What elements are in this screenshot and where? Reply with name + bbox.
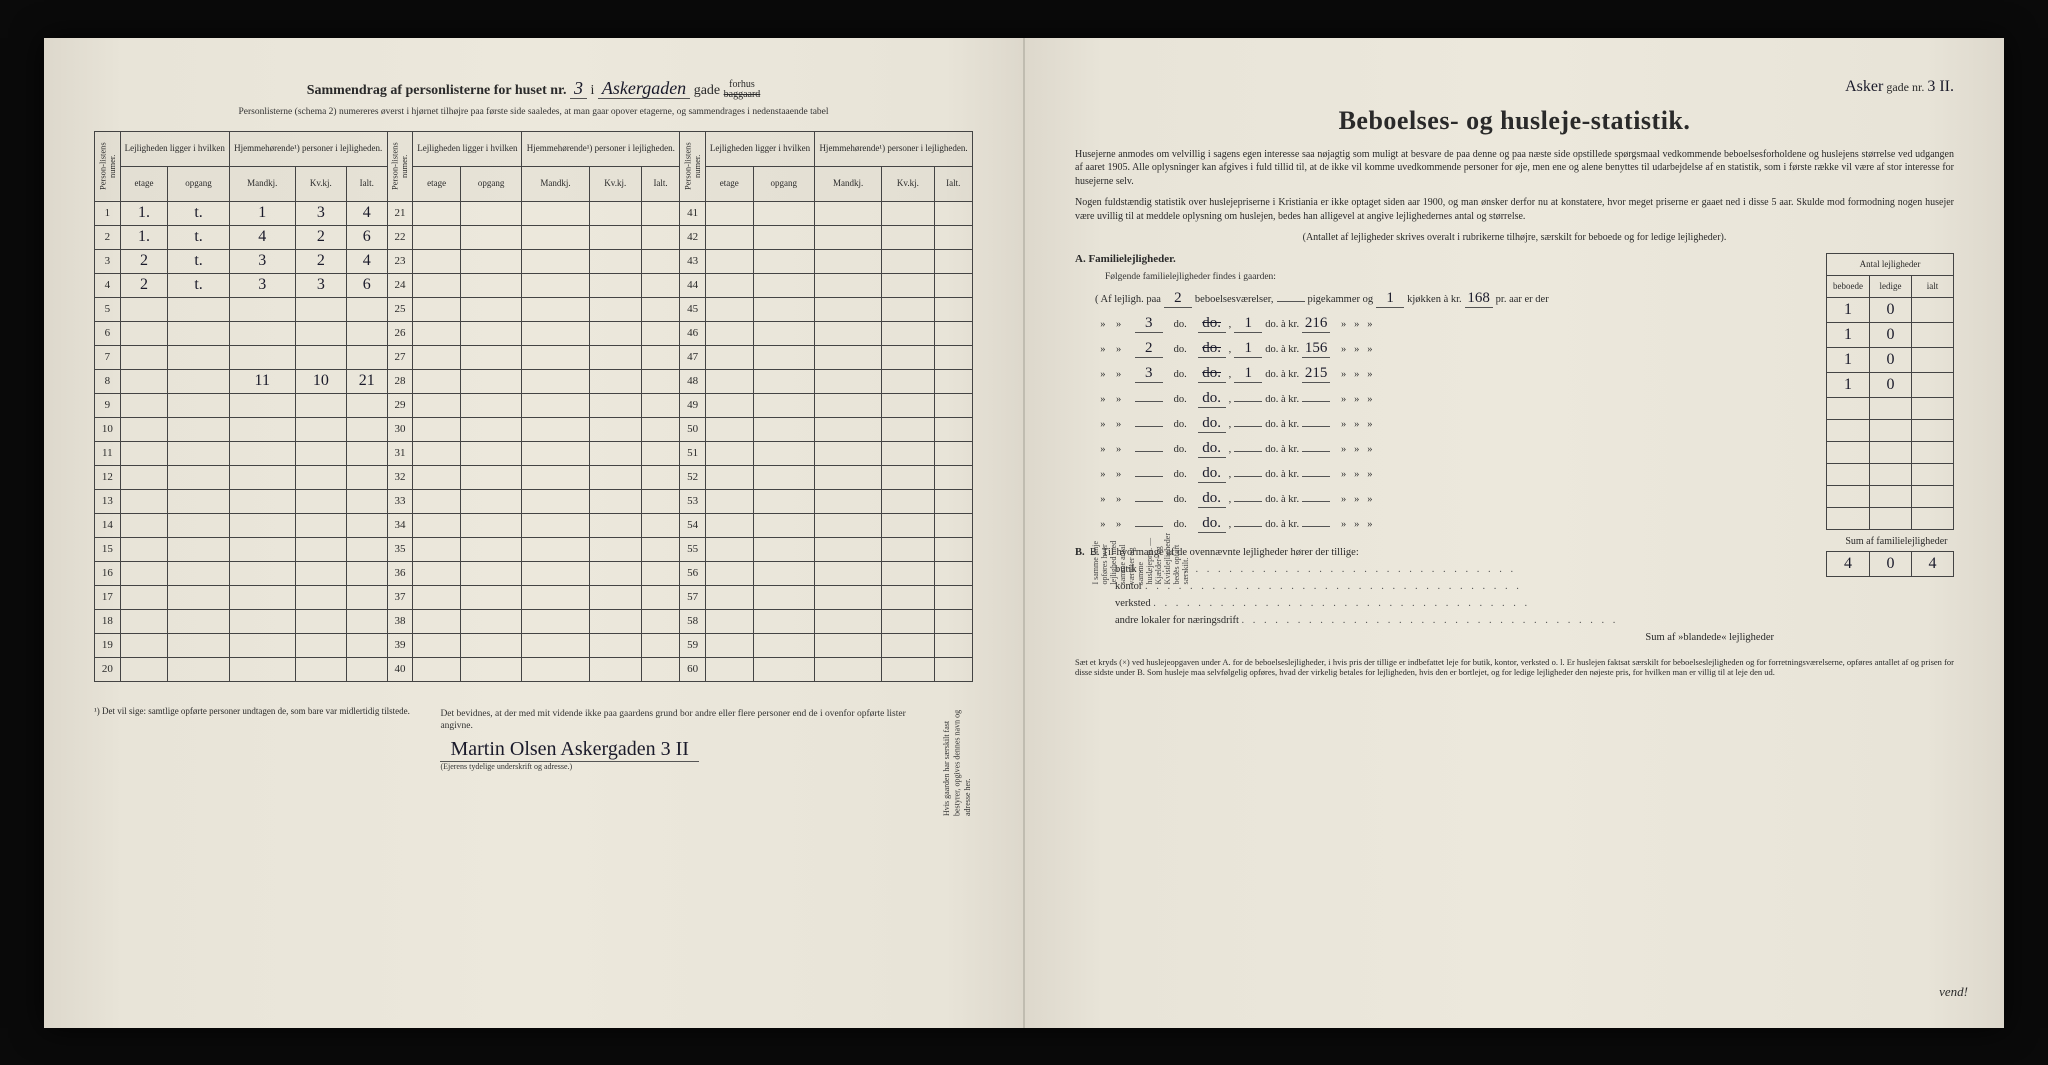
table-row: 32t.3242343: [95, 249, 973, 273]
antal-row: 10: [1827, 322, 1954, 347]
instruction-p2: Nogen fuldstændig statistik over husleje…: [1075, 196, 1954, 223]
attestation-text: Det bevidnes, at der med mit vidende ikk…: [440, 708, 911, 733]
top-no: 3 II.: [1927, 78, 1954, 95]
table-row: 72747: [95, 345, 973, 369]
top-street: Asker: [1845, 78, 1883, 95]
table-row: 193959: [95, 633, 973, 657]
ledger-table: Person-listens numer.Lejligheden ligger …: [94, 131, 973, 682]
right-page: Asker gade nr. 3 II. Beboelses- og husle…: [1024, 38, 2004, 1028]
antal-row: 10: [1827, 372, 1954, 397]
table-row: 92949: [95, 393, 973, 417]
table-row: 11.t.1342141: [95, 201, 973, 225]
table-row: 42t.3362444: [95, 273, 973, 297]
antal-row: [1827, 463, 1954, 485]
left-subheading: Personlisterne (schema 2) numereres øver…: [94, 106, 973, 118]
bestyrer-note: Hvis gaarden har særskilt fast bestyrer,…: [942, 696, 973, 816]
left-title: Sammendrag af personlisterne for huset n…: [94, 78, 973, 101]
signature-area: Det bevidnes, at der med mit vidende ikk…: [440, 708, 911, 773]
table-row: 153555: [95, 537, 973, 561]
signature: Martin Olsen Askergaden 3 II: [440, 738, 698, 762]
instruction-p3: (Antallet af lejligheder skrives overalt…: [1075, 231, 1954, 245]
family-row: ( Af lejligh. paa 2 beboelsesværelser, p…: [1095, 287, 1818, 312]
in-word: i: [590, 83, 594, 98]
table-row: 133353: [95, 489, 973, 513]
family-row: » » 2 do. do. , 1 do. à kr. 156 » » »: [1095, 337, 1818, 362]
table-row: 163656: [95, 561, 973, 585]
gade-word: gade: [694, 83, 720, 98]
table-row: 21.t.4262242: [95, 225, 973, 249]
family-row: » » do. do. , do. à kr. » » »: [1095, 437, 1818, 462]
sig-caption: (Ejerens tydelige underskrift og adresse…: [440, 762, 911, 772]
vend-label: vend!: [1939, 984, 1968, 1000]
table-row: 113151: [95, 441, 973, 465]
footnote: ¹) Det vil sige: samtlige opførte person…: [94, 706, 410, 716]
antal-row: [1827, 441, 1954, 463]
antal-row: 10: [1827, 297, 1954, 322]
top-gade: gade nr.: [1886, 80, 1924, 94]
section-b-line: andre lokaler for næringsdrift . . . . .…: [1115, 615, 1954, 626]
family-row: » » do. do. , do. à kr. » » »: [1095, 512, 1818, 537]
family-row: » » do. do. , do. à kr. » » »: [1095, 487, 1818, 512]
top-right-address: Asker gade nr. 3 II.: [1075, 78, 1954, 96]
family-row: » » 3 do. do. , 1 do. à kr. 215 » » »: [1095, 362, 1818, 387]
sum-b-label: Sum af »blandede« lejligheder: [1075, 632, 1954, 643]
family-row: » » do. do. , do. à kr. » » »: [1095, 462, 1818, 487]
antal-row: [1827, 397, 1954, 419]
table-row: 81110212848: [95, 369, 973, 393]
document-spread: Sammendrag af personlisterne for huset n…: [44, 38, 2004, 1028]
section-b-label: B. B. Til hvormange af de ovennævnte lej…: [1075, 547, 1954, 558]
left-page: Sammendrag af personlisterne for huset n…: [44, 38, 1024, 1028]
bottom-fine-print: Sæt et kryds (×) ved huslejeopgaven unde…: [1075, 657, 1954, 678]
forhus-baggaard: forhus baggaard: [724, 80, 761, 100]
instruction-p1: Husejerne anmodes om velvillig i sagens …: [1075, 148, 1954, 189]
title-prefix: Sammendrag af personlisterne for huset n…: [307, 83, 567, 98]
table-row: 62646: [95, 321, 973, 345]
family-row: » » do. do. , do. à kr. » » »: [1095, 412, 1818, 437]
antal-row: [1827, 485, 1954, 507]
family-row: » » do. do. , do. à kr. » » »: [1095, 387, 1818, 412]
section-b: B. B. Til hvormange af de ovennævnte lej…: [1075, 547, 1954, 643]
table-row: 173757: [95, 585, 973, 609]
table-row: 103050: [95, 417, 973, 441]
antal-row: [1827, 419, 1954, 441]
table-row: 123252: [95, 465, 973, 489]
family-row: » » 3 do. do. , 1 do. à kr. 216 » » »: [1095, 312, 1818, 337]
street-name: Askergaden: [598, 78, 690, 99]
section-b-line: verksted . . . . . . . . . . . . . . . .…: [1115, 598, 1954, 609]
antal-sum-row: 404: [1827, 551, 1954, 576]
antal-row: 10: [1827, 347, 1954, 372]
table-row: 183858: [95, 609, 973, 633]
side-vertical-note: I samme linje opføres hver lejlighed med…: [1091, 533, 1190, 585]
table-row: 52545: [95, 297, 973, 321]
section-b-line: kontor . . . . . . . . . . . . . . . . .…: [1115, 581, 1954, 592]
table-row: 143454: [95, 513, 973, 537]
section-a-label: A. Familielejligheder.: [1075, 253, 1954, 265]
table-row: 204060: [95, 657, 973, 681]
antal-table: Antal lejlighederbeboedeledigeialt101010…: [1826, 253, 1954, 577]
house-number: 3: [570, 78, 587, 99]
main-title: Beboelses- og husleje-statistik.: [1075, 106, 1954, 136]
antal-row: [1827, 507, 1954, 529]
